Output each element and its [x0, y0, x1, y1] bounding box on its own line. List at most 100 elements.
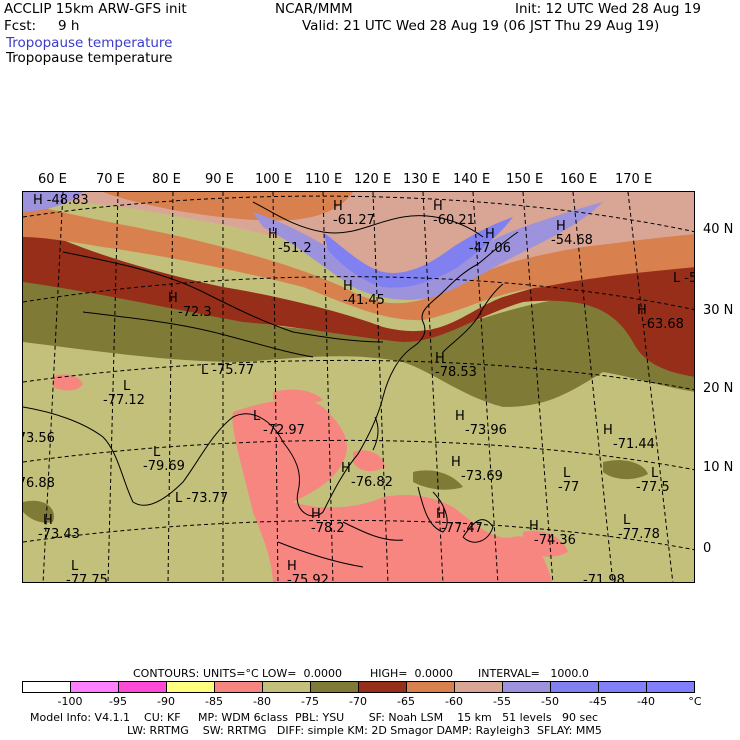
map-marker: -71.98: [583, 574, 625, 583]
map-marker: H -78.2: [311, 508, 345, 536]
marker-symbol: H: [333, 199, 343, 214]
field-shaded-title: Tropopause temperature: [6, 35, 173, 51]
legend-swatch: [71, 682, 119, 692]
coastline: [462, 519, 494, 543]
lon-label: 90 E: [205, 172, 234, 187]
map-marker: -73.56: [23, 432, 55, 446]
map-marker: H -75.92: [287, 560, 329, 583]
map-marker: -76.88: [23, 477, 55, 491]
legend-swatch: [23, 682, 71, 692]
map-marker: H -73.96: [455, 410, 507, 438]
marker-symbol: H: [451, 455, 461, 470]
contours-units: UNITS=°C: [203, 667, 259, 680]
marker-symbol: H: [485, 227, 495, 242]
legend-swatch: [551, 682, 599, 692]
marker-symbol: H: [343, 279, 353, 294]
lon-line: [107, 192, 119, 582]
contours-high: HIGH= 0.0000: [370, 667, 454, 680]
marker-symbol: H: [436, 507, 446, 522]
map-panel: H -48.83 H -61.27 H -60.21 H -51.2 H -47.06 H…: [22, 191, 695, 583]
lon-label: 100 E: [255, 172, 293, 187]
coastlines: [23, 201, 519, 568]
lon-line: [167, 192, 174, 582]
lon-grid: [42, 192, 674, 582]
map-marker: L -77.12: [103, 379, 145, 408]
salmon-patch: [353, 450, 385, 472]
model-title: ACCLIP 15km ARW-GFS init: [4, 1, 187, 17]
legend-tick: -70: [349, 695, 367, 708]
marker-value: -61.27: [333, 213, 375, 228]
lat-label: 40 N: [703, 222, 734, 237]
legend-swatch: [359, 682, 407, 692]
lon-label: 140 E: [453, 172, 491, 187]
marker-symbol: H: [168, 291, 178, 306]
map-marker: L -77.75: [66, 559, 108, 583]
lon-label: 70 E: [96, 172, 125, 187]
legend-unit: °C: [688, 695, 702, 708]
fcst-value: 9 h: [58, 18, 80, 34]
lavender-topleft: [23, 192, 83, 212]
lat-line: [23, 276, 694, 311]
marker-symbol: H: [268, 227, 278, 242]
marker-value: -78.53: [435, 365, 477, 380]
marker-value: -75.77: [212, 363, 255, 378]
marker-symbol: H: [603, 423, 613, 438]
marker-value: -77: [558, 480, 580, 495]
map-marker: H -47.06: [469, 227, 511, 256]
legend-tick: -40: [637, 695, 655, 708]
lat-label: 10 N: [703, 460, 734, 475]
legend-swatch: [647, 682, 694, 692]
salmon-patch: [53, 374, 83, 391]
valid-time: Valid: 21 UTC Wed 28 Aug 19 (06 JST Thu …: [302, 18, 660, 34]
legend-tick: -80: [253, 695, 271, 708]
marker-value: -73.69: [461, 469, 503, 484]
lat-line: [23, 359, 694, 391]
coastline: [417, 486, 448, 533]
lon-label: 170 E: [615, 172, 653, 187]
lon-label: 110 E: [305, 172, 343, 187]
marker-value: -72.3: [178, 305, 212, 320]
lon-label: 60 E: [38, 172, 67, 187]
marker-value: -47.06: [469, 241, 511, 256]
color-legend: [22, 681, 695, 693]
map-marker: H -74.36: [529, 520, 576, 548]
marker-symbol: H: [435, 351, 445, 366]
border: [82, 311, 314, 358]
marker-symbol: H: [556, 219, 566, 234]
marker-symbol: L: [253, 409, 261, 424]
lon-line: [322, 192, 334, 582]
legend-swatch: [455, 682, 503, 692]
salmon-patch: [273, 389, 323, 404]
marker-symbol: L: [71, 559, 79, 574]
marker-symbol: H: [33, 193, 43, 208]
legend-tick: -90: [157, 695, 175, 708]
marker-symbol: L: [123, 379, 131, 394]
olive-patch: [603, 460, 648, 480]
map-marker: L -77.5: [636, 466, 670, 495]
marker-symbol: L: [175, 491, 183, 506]
footer-physics-info: LW: RRTMG SW: RRTMG DIFF: simple KM: 2D …: [127, 724, 602, 737]
marker-value: -71.44: [613, 437, 655, 452]
legend-tick: -100: [57, 695, 83, 708]
legend-tick: -55: [493, 695, 511, 708]
coastline: [442, 283, 504, 353]
peach-band: [23, 192, 694, 293]
lon-label: 80 E: [152, 172, 181, 187]
marker-value: -57: [684, 271, 694, 286]
lon-line: [372, 192, 389, 582]
lat-line: [23, 519, 694, 551]
contours-title: CONTOURS:: [133, 667, 200, 680]
border: [252, 201, 484, 238]
marker-value: -71.98: [583, 573, 625, 583]
marker-value: -72.97: [263, 423, 305, 438]
map-marker: L -77.78: [618, 514, 660, 542]
marker-symbol: L: [651, 466, 659, 481]
map-marker: L-57: [673, 271, 694, 286]
marker-symbol: H: [455, 409, 465, 424]
marker-value: -77.47: [441, 521, 483, 536]
marker-symbol: L: [153, 445, 161, 460]
marker-symbol: L: [563, 466, 571, 481]
marker-value: -77.12: [103, 393, 145, 408]
map-marker: H -54.68: [551, 219, 593, 248]
lon-label: 150 E: [506, 172, 544, 187]
